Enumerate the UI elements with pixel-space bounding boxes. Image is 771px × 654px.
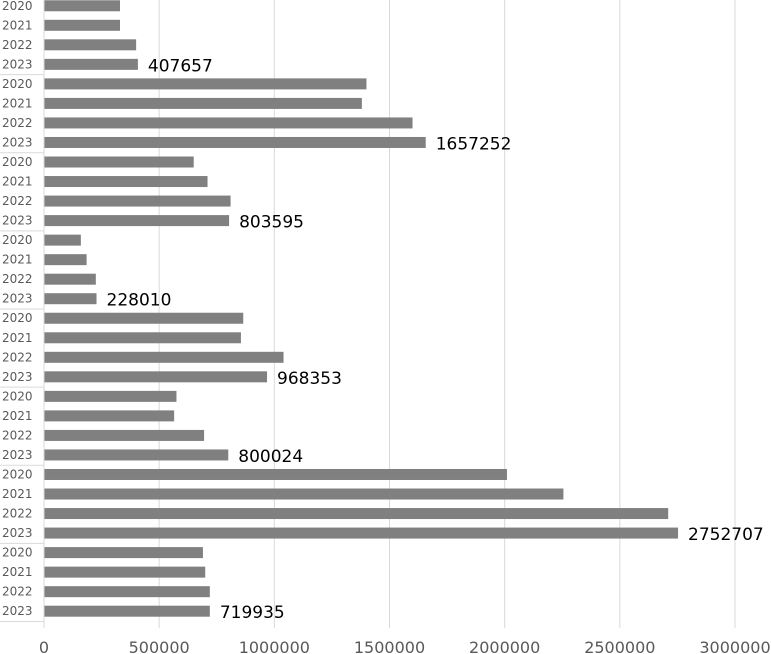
- bar: [44, 351, 284, 363]
- bar: [44, 136, 426, 148]
- bar: [44, 468, 507, 480]
- y-tick-label: 2021: [2, 487, 33, 501]
- y-tick-label: 2022: [2, 194, 33, 208]
- y-tick-label: 2022: [2, 585, 33, 599]
- y-tick-label: 2023: [2, 604, 33, 618]
- y-tick-label: 2020: [2, 311, 33, 325]
- bar: [44, 566, 206, 578]
- bar: [44, 97, 362, 109]
- y-tick-label: 2022: [2, 38, 33, 52]
- bar: [44, 605, 210, 617]
- data-label: 407657: [148, 56, 213, 76]
- y-tick-label: 2022: [2, 272, 33, 286]
- data-label: 1657252: [436, 134, 512, 154]
- data-label: 719935: [220, 603, 285, 623]
- y-tick-label: 2021: [2, 565, 33, 579]
- data-label: 2752707: [688, 525, 764, 545]
- y-axis-tick-labels: 2020 2021 2022 2023 2020 2021 2022 2023 2020 2021…: [2, 0, 33, 618]
- bar: [44, 429, 205, 441]
- y-tick-label: 2020: [2, 467, 33, 481]
- bar: [44, 58, 138, 70]
- bar: [44, 195, 231, 207]
- x-tick-label: 3000000: [699, 638, 770, 654]
- y-tick-label: 2022: [2, 507, 33, 521]
- bar: [44, 273, 96, 285]
- y-tick-label: 2020: [2, 546, 33, 560]
- y-tick-label: 2023: [2, 526, 33, 540]
- bar: [44, 176, 208, 188]
- bar: [44, 234, 81, 246]
- bars: [44, 0, 679, 617]
- bar: [44, 215, 230, 227]
- bar: [44, 117, 413, 129]
- data-labels: 407657 1657252 803595 228010 968353 800024 275…: [107, 56, 764, 623]
- y-tick-label: 2023: [2, 370, 33, 384]
- x-tick-label: 1500000: [354, 638, 425, 654]
- y-tick-label: 2021: [2, 409, 33, 423]
- x-tick-label: 500000: [129, 638, 190, 654]
- y-tick-label: 2020: [2, 389, 33, 403]
- x-tick-label: 1000000: [239, 638, 310, 654]
- bar: [44, 527, 679, 539]
- x-axis-tick-labels: 0 500000 1000000 1500000 2000000 2500000 30000…: [39, 638, 771, 654]
- data-label: 968353: [277, 369, 342, 389]
- data-label: 800024: [238, 447, 303, 467]
- y-tick-label: 2021: [2, 18, 33, 32]
- bar: [44, 390, 177, 402]
- bar: [44, 547, 203, 559]
- y-tick-label: 2020: [2, 155, 33, 169]
- y-tick-label: 2021: [2, 175, 33, 189]
- y-tick-label: 2021: [2, 253, 33, 267]
- y-tick-label: 2023: [2, 135, 33, 149]
- x-tick-label: 2000000: [469, 638, 540, 654]
- bar: [44, 312, 244, 324]
- bar: [44, 586, 210, 598]
- y-tick-label: 2020: [2, 0, 33, 13]
- bar: [44, 488, 564, 500]
- category-group-separators: [0, 74, 44, 622]
- bar: [44, 449, 229, 461]
- bar: [44, 156, 194, 168]
- y-tick-label: 2023: [2, 292, 33, 306]
- y-tick-label: 2021: [2, 331, 33, 345]
- bar: [44, 508, 669, 520]
- bar: [44, 410, 175, 422]
- data-label: 228010: [107, 291, 172, 311]
- x-tick-label: 0: [39, 638, 49, 654]
- y-tick-label: 2020: [2, 77, 33, 91]
- y-tick-label: 2023: [2, 214, 33, 228]
- bar: [44, 293, 97, 305]
- bar: [44, 332, 241, 344]
- bar: [44, 39, 137, 51]
- bar: [44, 0, 121, 12]
- bar: [44, 371, 268, 383]
- bar: [44, 78, 367, 90]
- y-tick-label: 2023: [2, 57, 33, 71]
- y-tick-label: 2022: [2, 428, 33, 442]
- bar: [44, 19, 121, 31]
- x-tick-label: 2500000: [584, 638, 655, 654]
- bar: [44, 254, 87, 266]
- y-tick-label: 2021: [2, 96, 33, 110]
- y-tick-label: 2022: [2, 116, 33, 130]
- y-tick-label: 2022: [2, 350, 33, 364]
- y-tick-label: 2023: [2, 448, 33, 462]
- y-tick-label: 2020: [2, 233, 33, 247]
- data-label: 803595: [239, 213, 304, 233]
